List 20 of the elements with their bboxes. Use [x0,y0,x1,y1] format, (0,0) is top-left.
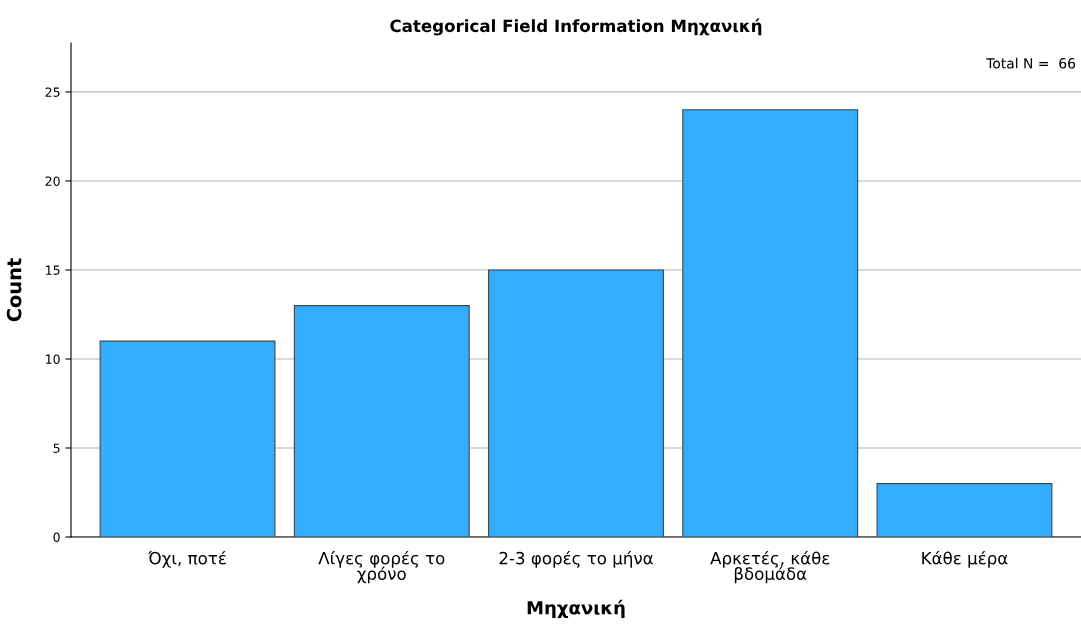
annotation: Total N = 66 [986,57,1076,69]
y-tick-label: 15 [46,265,60,275]
y-tick-label: 10 [46,354,60,364]
bar [99,340,276,537]
y-axis-title: Count [6,258,22,322]
bar [682,109,859,537]
bar [488,269,664,537]
y-tick-label: 5 [53,443,60,453]
chart-title: Categorical Field Information Μηχανική [390,18,762,36]
x-tick-label: Λίγες φορές το χρόνο [318,550,445,584]
x-tick-label: Κάθε μέρα [922,550,1008,568]
y-tick-label: 0 [53,532,60,542]
bar [293,305,470,537]
x-tick-label: Αρκετές, κάθε βδομάδα [710,550,830,584]
x-axis-title: Μηχανική [527,599,625,619]
x-tick-label: 2-3 φορές το μήνα [499,550,653,568]
bar [876,483,1053,537]
y-tick-label: 25 [45,87,60,97]
x-tick-label: Όχι, ποτέ [148,550,226,568]
y-tick-label: 20 [45,176,60,186]
